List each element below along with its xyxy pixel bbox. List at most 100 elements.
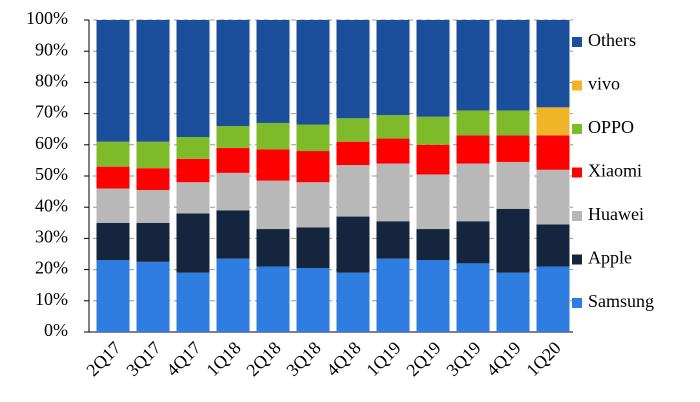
bar-segment [496,20,530,111]
bar-segment [296,151,330,183]
bar-segment [536,266,570,332]
bar-segment [536,224,570,267]
bar-segment [416,116,450,145]
bar-segment [456,110,490,136]
y-tick-label: 80% [35,71,68,91]
x-tick-label: 3Q17 [122,338,164,380]
bar-segment [96,260,130,332]
legend-label: OPPO [588,117,634,137]
bar-segment [416,174,450,230]
bar-segment [456,221,490,264]
bar-segment [96,222,130,261]
bar-segment [256,229,290,267]
bar-segment [416,144,450,175]
bar-segment [136,190,170,223]
bar-segment [256,149,290,181]
bar-segment [456,20,490,111]
y-tick-label: 40% [35,195,68,215]
bar-segment [296,124,330,152]
bar-segment [296,227,330,269]
x-tick-label: 3Q18 [282,338,324,380]
bar-segment [176,20,210,137]
legend-swatch [572,298,582,308]
bar-segment [536,169,570,225]
bar-segment [96,20,130,142]
bar-segment [176,137,210,159]
bar-segment [176,272,210,332]
bar-segment [256,266,290,332]
bar-segment [216,172,250,211]
bar-segment [216,126,250,148]
y-tick-label: 100% [26,8,68,28]
bar-segment [336,216,370,273]
bar-segment [216,147,250,173]
bar-segment [376,115,410,139]
bar-segment [376,221,410,259]
bar-segment [536,107,570,136]
bar-segment [536,135,570,170]
bar-segment [376,163,410,222]
legend-label: vivo [588,74,620,94]
bar-segment [216,210,250,259]
bar-segment [256,20,290,123]
y-tick-label: 60% [35,133,68,153]
y-tick-label: 0% [44,320,68,340]
bar-segment [136,141,170,169]
bar-segment [256,122,290,150]
bar-segment [136,168,170,191]
bar-segment [456,163,490,222]
legend-label: Xiaomi [588,161,642,181]
bar-segment [136,222,170,262]
x-tick-label: 4Q17 [162,338,204,380]
bar-segment [536,20,570,108]
bar-segment [416,20,450,117]
bar-segment [296,20,330,125]
legend-swatch [572,80,582,91]
x-tick-label: 2Q18 [242,338,284,380]
bar-segment [336,118,370,142]
y-tick-label: 30% [35,227,68,247]
x-tick-label: 2Q19 [402,338,444,380]
x-tick-label: 1Q19 [362,338,404,380]
y-tick-label: 90% [35,39,68,59]
bar-segment [376,20,410,116]
bar-segment [416,229,450,261]
bar-segment [496,161,530,209]
bar-segment [96,188,130,223]
x-tick-label: 4Q19 [482,338,524,380]
legend-label: Apple [588,248,632,268]
bar-segment [96,141,130,167]
bar-segment [496,135,530,162]
bar-segment [336,272,370,332]
legend-label: Huawei [588,204,644,224]
y-tick-label: 10% [35,289,68,309]
bar-segment [496,272,530,332]
x-tick-label: 2Q17 [82,338,124,380]
legend-swatch [572,211,582,221]
bar-segment [336,20,370,119]
bar-segment [216,20,250,127]
bar-segment [456,263,490,332]
bar-segment [416,260,450,332]
bar-segment [496,208,530,273]
legend-label: Others [588,30,636,50]
bar-segment [296,268,330,332]
bar-segment [136,20,170,142]
y-tick-label: 70% [35,102,68,122]
bar-segment [336,165,370,217]
legend-label: Samsung [588,291,654,311]
bar-segment [176,158,210,183]
bar-segment [256,180,290,230]
bar-segment [336,141,370,166]
x-tick-label: 1Q18 [202,338,244,380]
bar-segment [296,182,330,228]
x-tick-label: 4Q18 [322,338,364,380]
bar-segment [136,261,170,332]
bar-segment [376,258,410,332]
y-tick-label: 20% [35,258,68,278]
bar-segment [376,138,410,164]
bar-segment [496,110,530,136]
bar-segment [176,182,210,214]
legend-swatch [572,37,582,47]
x-tick-label: 1Q20 [522,338,564,380]
